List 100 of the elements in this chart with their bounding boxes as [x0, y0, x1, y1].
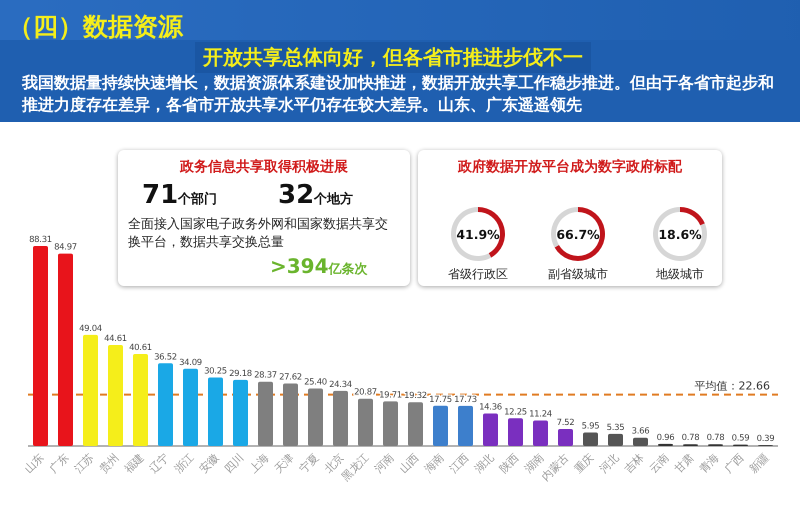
- x-tick-label: 甘肃: [672, 450, 697, 476]
- x-tick-label: 江苏: [72, 450, 97, 476]
- bar: [308, 388, 323, 446]
- bar: [83, 334, 98, 446]
- data-label: 5.95: [582, 422, 600, 432]
- x-tick-label: 新疆: [746, 450, 772, 476]
- text: 政府数据开放平台成为数字政府标配: [456, 158, 684, 176]
- data-label: 17.73: [454, 394, 477, 405]
- chart-title: （四）数据资源: [8, 11, 183, 43]
- bar: [508, 418, 523, 446]
- data-label: 36.52: [154, 352, 177, 362]
- x-tick-label: 重庆: [572, 450, 597, 476]
- data-label: 3.66: [632, 426, 650, 437]
- text: 66.7%: [556, 227, 600, 242]
- data-label: 0.39: [756, 434, 774, 444]
- bar: [558, 428, 573, 446]
- text: 我国数据量持续快速增长，数据资源体系建设加快推进，数据开放共享工作稳步推进。但由于各省市起步和推进力度存在差异，各省市开放共享水平仍存在较大差异。山东、广东遥遥领先: [22, 72, 775, 116]
- x-tick-label: 江西: [446, 450, 472, 476]
- text: 政务信息共享取得积极进展: [178, 158, 349, 176]
- bar: [358, 398, 373, 446]
- data-label: 17.75: [429, 394, 452, 405]
- bar: [483, 413, 498, 446]
- data-label: 0.59: [732, 434, 750, 444]
- x-tick-label: 河南: [372, 450, 397, 476]
- x-tick-label: 云南: [646, 450, 672, 476]
- x-tick-label: 辽宁: [146, 450, 172, 476]
- data-label: 88.31: [29, 235, 52, 245]
- text: 地级城市: [655, 266, 705, 283]
- annotation: >394亿条次: [270, 254, 368, 278]
- donut-slice: [653, 207, 707, 261]
- annotation: 全面接入国家电子政务外网和国家数据共享交换平台，数据共享交换总量: [128, 216, 389, 252]
- bar: [633, 438, 648, 446]
- data-label: 28.37: [254, 370, 277, 381]
- bar: [458, 406, 473, 446]
- data-label: 7.52: [556, 418, 574, 428]
- x-tick-label: 四川: [222, 450, 247, 476]
- donut-slice: [554, 207, 605, 261]
- donut-slice: [680, 207, 705, 226]
- x-tick-label: 山东: [22, 450, 47, 476]
- data-label: 0.96: [656, 432, 674, 443]
- bar: [208, 377, 223, 446]
- bar: [133, 354, 148, 446]
- ref-line-label: 平均值：22.66: [694, 380, 770, 393]
- data-label: 25.40: [304, 377, 327, 388]
- data-label: 0.78: [682, 433, 700, 444]
- text: 副省级城市: [547, 266, 609, 283]
- text: 32个地方: [278, 180, 354, 210]
- chart-subtitle: 开放共享总体向好，但各省市推进步伐不一: [195, 42, 591, 73]
- data-label: 19.32: [404, 391, 427, 402]
- bar: [258, 382, 273, 446]
- x-tick-label: 宁夏: [296, 450, 322, 476]
- data-label: 5.35: [606, 422, 624, 433]
- data-label: 34.09: [179, 358, 202, 368]
- bar: [333, 390, 348, 446]
- data-label: 27.62: [279, 372, 302, 382]
- bar: [58, 254, 73, 446]
- x-tick-label: 福建: [122, 450, 147, 476]
- x-tick-label: 天津: [272, 450, 297, 476]
- bar: [183, 368, 198, 446]
- x-tick-label: 浙江: [172, 450, 197, 476]
- x-tick-label: 海南: [422, 450, 447, 476]
- data-label: 20.87: [354, 388, 377, 398]
- data-label: 24.34: [329, 380, 352, 390]
- bar: [383, 401, 398, 446]
- data-label: 14.36: [479, 402, 502, 412]
- x-tick-label: 青海: [696, 450, 722, 476]
- bar: [233, 380, 248, 446]
- data-label: 19.71: [379, 390, 402, 400]
- bar: [158, 363, 173, 446]
- bar: [533, 420, 548, 446]
- bar: [608, 434, 623, 446]
- bar: [583, 432, 598, 446]
- bar: [433, 406, 448, 446]
- text: 18.6%: [658, 227, 702, 242]
- x-tick-label: 山西: [396, 450, 422, 476]
- data-label: 49.04: [79, 324, 102, 334]
- text: 41.9%: [456, 227, 500, 242]
- x-tick-label: 陕西: [496, 450, 522, 476]
- x-tick-label: 广东: [46, 450, 72, 476]
- data-label: 40.61: [129, 343, 152, 354]
- x-tick-label: 湖北: [472, 450, 497, 476]
- bar: [108, 344, 123, 446]
- x-tick-label: 上海: [246, 450, 272, 476]
- data-label: 12.25: [504, 407, 527, 418]
- x-tick-label: 贵州: [96, 450, 122, 476]
- bar: [33, 246, 48, 446]
- x-tick-label: 广西: [722, 450, 747, 476]
- data-label: 44.61: [104, 334, 127, 344]
- data-label: 30.25: [204, 366, 227, 376]
- bar: [408, 402, 423, 446]
- x-tick-label: 吉林: [622, 450, 647, 476]
- data-label: 84.97: [54, 242, 77, 253]
- x-tick-label: 河北: [596, 450, 622, 476]
- x-tick-label: 安徽: [196, 450, 222, 476]
- text: 71个部门: [142, 180, 218, 210]
- text: 省级行政区: [447, 266, 509, 283]
- bar: [283, 383, 298, 446]
- data-label: 29.18: [229, 368, 252, 379]
- data-label: 0.78: [706, 433, 724, 444]
- data-label: 11.24: [529, 410, 552, 420]
